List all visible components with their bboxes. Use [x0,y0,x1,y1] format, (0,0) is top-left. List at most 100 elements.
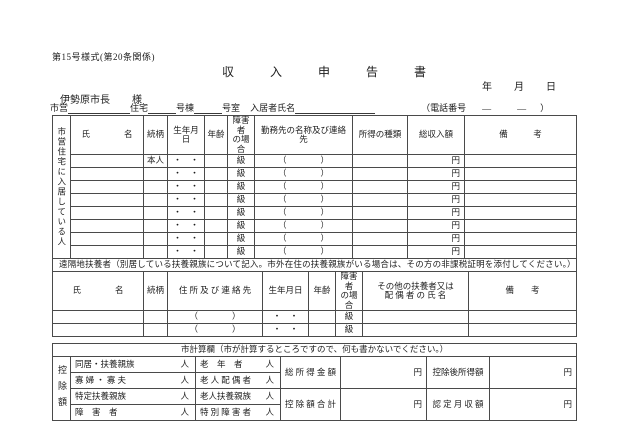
cell-age [204,193,228,208]
cell-dob: ・ ・ [262,323,309,338]
housing-name-blank [68,102,131,114]
date-line: 年 月 日 [482,78,556,93]
date-day-label: 日 [546,82,556,93]
th-other-supporter: その他の扶養者又は 配 偶 者 の 氏 名 [362,271,469,312]
th-note: 備 考 [468,271,577,312]
cell-total-income: 円 [407,245,465,260]
cell-deduction-b: 老 人 配 偶 者人 [195,372,281,390]
cell-employer: （ ） [254,206,353,221]
table-row: ・ ・ 級 （ ） 円 [53,180,577,195]
cell-dob: ・ ・ [167,245,205,260]
phone-close-paren: ） [540,103,550,113]
date-month-label: 月 [514,82,524,93]
deduction-total-label: 控 除 額 合 計 [280,388,341,422]
addressee-line: 伊勢原市長 様 [60,91,142,106]
cell-name [70,154,144,169]
total-income-amount-label: 総 所 得 金 額 [280,356,341,390]
cell-total-income: 円 [407,219,465,234]
th-disability: 障害者 の場合 [227,114,255,156]
form-body: 市営住宅に入居している人 氏 名 続柄 生年月日 年齢 障害者 の場合 勤務先の… [51,114,578,422]
th-name: 氏 名 [70,114,144,156]
person-unit: 人 [180,374,189,385]
cell-disability: 級 [227,206,255,221]
cell-income-type [352,180,408,195]
cell-other-supporter [362,323,469,338]
deduction-total-value: 円 [340,388,427,422]
cell-relation: 本人 [143,154,168,169]
remote-dependents-table: 遠隔地扶養者（別居している扶養親族について記入。市外在住の扶養親族がいる場合は、… [52,258,577,338]
cell-relation [143,180,168,195]
cell-note [464,167,577,182]
cell-dob: ・ ・ [167,167,205,182]
deduction-label: 同居・扶養親族 [75,358,135,369]
th-note: 備 考 [464,114,577,156]
cell-deduction-a: 同居・扶養親族 人 [70,356,196,374]
th-income-type: 所得の種類 [352,114,408,156]
cell-note [464,245,577,260]
cell-name [52,310,144,325]
cell-disability: 級 [227,167,255,182]
cell-relation [143,206,168,221]
cell-dob: ・ ・ [262,310,309,325]
cell-name [70,167,144,182]
after-deduction-label: 控除後所得額 [426,356,490,390]
cell-disability: 級 [227,245,255,260]
deduction-label: 老 人 配 偶 者 [200,374,252,385]
table-row: （ ） ・ ・ 級 [52,323,577,338]
cell-employer: （ ） [254,154,353,169]
th-dob: 生年月日 [167,114,205,156]
deduction-side-label: 控除額 [52,356,71,422]
cell-total-income: 円 [407,193,465,208]
housing-address-line: 市営 住宅 号棟 号室 入居者氏名 （電話番号 ― ― ） [50,101,549,114]
cell-deduction-a: 寡 婦 ・ 寡 夫 人 [70,372,196,390]
housing-label: 住宅 [130,103,149,113]
person-unit: 人 [180,358,189,369]
table-row: ・ ・ 級 （ ） 円 [53,193,577,208]
table-row: 障 害 者人 特 別 障 害 者人 [53,404,577,422]
cell-total-income: 円 [407,206,465,221]
cell-relation [143,193,168,208]
cell-disability: 級 [227,193,255,208]
cell-income-type [352,167,408,182]
th-age: 年齢 [308,271,336,312]
phone-dash-1: ― [482,104,492,114]
cell-income-type [352,245,408,260]
cell-dob: ・ ・ [167,219,205,234]
cell-employer: （ ） [254,219,353,234]
table-row: ・ ・ 級 （ ） 円 [53,232,577,247]
cell-dob: ・ ・ [167,206,205,221]
table-row: 控除額 同居・扶養親族人 老 年 者人 総 所 得 金 額 円 控除後所得額 円 [52,356,578,422]
cell-note [468,323,577,338]
cell-employer: （ ） [254,167,353,182]
cell-age [308,323,336,338]
mayor-name: 伊勢原市長 [60,95,110,106]
cell-income-type [352,154,408,169]
deduction-label: 障 害 者 [75,406,118,417]
cell-disability: 級 [227,219,255,234]
table-row: ・ ・ 級 （ ） 円 [53,245,577,260]
cell-total-income: 円 [407,180,465,195]
cell-deduction-b: 老人扶養親族 人 [195,388,281,406]
cell-deduction-a: 特定扶養親族 人 [70,388,196,406]
cell-employer: （ ） [254,193,353,208]
cell-total-income: 円 [407,232,465,247]
cell-income-type [352,219,408,234]
cell-relation [143,219,168,234]
cell-employer: （ ） [254,245,353,260]
cell-disability: 級 [227,180,255,195]
cell-age [204,167,228,182]
table-row: ・ ・ 級 （ ） 円 [53,167,577,182]
cell-disability: 級 [335,310,363,325]
cell-note [464,193,577,208]
remote-dependents-note: 遠隔地扶養者（別居している扶養親族について記入。市外在住の扶養親族がいる場合は、… [52,258,577,273]
cell-relation [143,167,168,182]
person-unit: 人 [265,358,274,369]
after-deduction-value: 円 [488,356,578,390]
cell-note [464,219,577,234]
person-unit: 人 [265,390,274,401]
cell-age [204,180,228,195]
cell-deduction-a: 障 害 者人 [70,404,196,422]
th-address: 住 所 及 び 連 絡 先 [167,271,263,312]
table-row: 本人 ・ ・ 級 （ ） 円 [53,154,577,169]
cell-age [204,206,228,221]
